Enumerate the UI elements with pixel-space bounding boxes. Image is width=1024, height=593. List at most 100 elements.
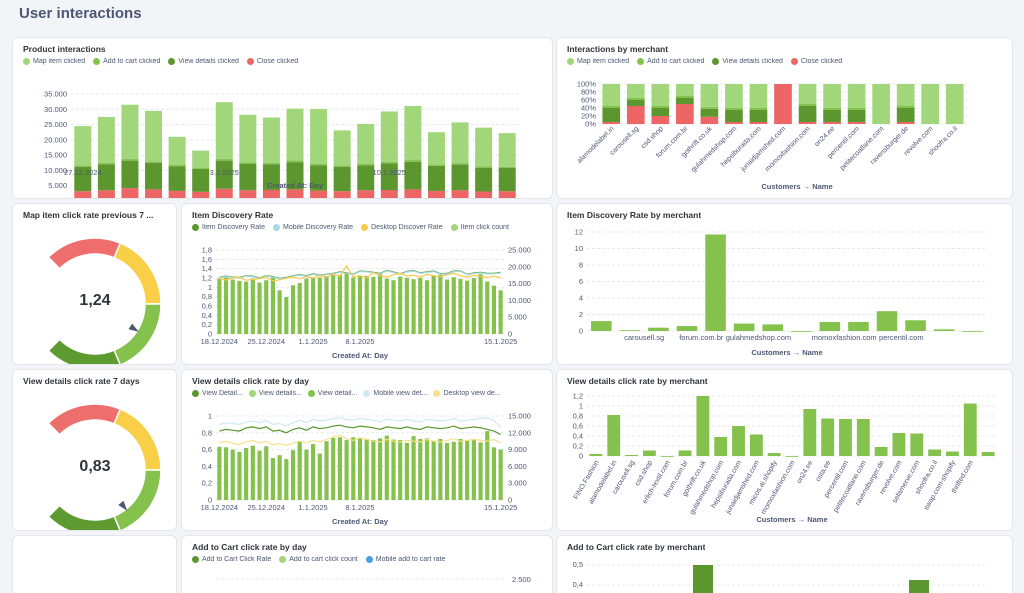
legend-item[interactable]: Add to cart clicked xyxy=(93,58,160,65)
legend-item[interactable]: Add to cart click count xyxy=(279,556,358,563)
legend-item[interactable]: Desktop Discover Rate xyxy=(361,224,443,231)
x-tick-label: gulahmedshop.com xyxy=(690,125,738,173)
legend-item[interactable]: View details clicked xyxy=(168,58,239,65)
legend-item[interactable]: Map item clicked xyxy=(567,58,629,65)
legend-item[interactable]: Close clicked xyxy=(790,58,842,65)
legend-item[interactable]: Add to Cart Click Rate xyxy=(192,556,271,563)
legend-item[interactable]: Item click count xyxy=(450,224,509,231)
bar xyxy=(963,403,977,456)
bar xyxy=(217,446,222,500)
bar xyxy=(676,326,698,331)
view-rate-by-day-chart: 0 0,2 0,4 0,6 0,8 1 0 3.000 6.000 9.000 12.000 15.0… xyxy=(201,412,531,527)
cart-rate-by-merchant-card[interactable]: Add to Cart click rate by merchant 0,5 0,… xyxy=(556,535,1013,593)
legend-item[interactable]: Map item clicked xyxy=(23,58,85,65)
stacked-bar-segment xyxy=(451,122,469,164)
product-interactions-card[interactable]: Product interactions Map item clicked Ad… xyxy=(12,37,553,199)
legend-item[interactable]: View Detail... xyxy=(192,390,243,397)
x-axis-title: Created At: Day xyxy=(332,351,389,360)
legend-item[interactable]: View details clicked xyxy=(712,58,783,65)
x-tick-label: 1.1.2025 xyxy=(299,503,328,512)
stacked-bar-segment xyxy=(262,162,280,165)
item-discovery-rate-card[interactable]: Item Discovery Rate Item Discovery Rate … xyxy=(181,203,553,365)
stacked-bar-segment xyxy=(74,126,92,166)
stacked-bar-segment xyxy=(626,100,645,106)
gauge-pointer xyxy=(118,500,128,511)
stacked-bar-segment xyxy=(310,165,328,191)
legend-label: Mobile add to cart rate xyxy=(375,556,446,563)
view-rate-by-merchant-card[interactable]: View details click rate by merchant 0 0,2… xyxy=(556,369,1013,531)
y-tick-label: 0 xyxy=(579,327,583,336)
stacked-bar-segment xyxy=(380,111,398,162)
bar xyxy=(803,409,817,456)
item-discovery-rate-chart: 00,20,40,60,811,21,41,61,805.00010.00015… xyxy=(201,246,531,361)
stacked-bar-segment xyxy=(749,122,768,124)
y-left-tick-label: 0,8 xyxy=(202,292,212,301)
bar xyxy=(678,450,692,456)
stacked-bar-segment xyxy=(357,123,375,164)
map-rate-gauge-card[interactable]: Map item click rate previous 7 ... 1,24 xyxy=(12,203,177,365)
legend-item[interactable]: Item Discovery Rate xyxy=(192,224,265,231)
stacked-bar-segment xyxy=(626,106,645,124)
bar xyxy=(491,447,497,500)
legend-item[interactable]: View detail... xyxy=(307,390,357,397)
legend-label: Close clicked xyxy=(256,58,299,65)
x-tick-label: junaidjamshed.com xyxy=(739,125,787,173)
stacked-bar-segment xyxy=(651,84,670,106)
bar xyxy=(732,426,745,456)
item-discovery-by-merchant-card[interactable]: Item Discovery Rate by merchant 0 2 4 6 8 10 1… xyxy=(556,203,1013,365)
legend-swatch xyxy=(363,390,371,397)
x-tick-label: gulahmedshop.com xyxy=(726,333,791,342)
bar xyxy=(619,330,641,331)
stacked-bar-segment xyxy=(475,127,493,167)
legend-item[interactable]: Desktop view de... xyxy=(433,390,501,397)
bar xyxy=(257,450,262,500)
view-rate-gauge-card[interactable]: View details click rate 7 days 0,83 xyxy=(12,369,177,531)
stacked-bar-segment xyxy=(451,190,469,198)
legend-item[interactable]: Mobile add to cart rate xyxy=(365,556,446,563)
view-rate-by-day-card[interactable]: View details click rate by day View Deta… xyxy=(181,369,553,531)
legend-item[interactable]: Mobile view det... xyxy=(363,390,427,397)
stacked-bar-segment xyxy=(475,191,493,198)
bar xyxy=(264,446,269,500)
y-left-tick-label: 1,6 xyxy=(202,255,212,264)
y-tick-label: 20% xyxy=(581,112,596,121)
cart-rate-by-day-card[interactable]: Add to Cart click rate by day Add to Car… xyxy=(181,535,553,593)
stacked-bar-segment xyxy=(239,163,257,191)
stacked-bar-segment xyxy=(602,122,621,124)
bar xyxy=(981,452,995,456)
legend-label: Map item clicked xyxy=(33,58,86,65)
bar xyxy=(762,324,783,331)
stacked-bar-segment xyxy=(97,164,115,191)
x-tick-label: momoxfashion.com xyxy=(760,459,796,515)
legend-item[interactable]: View details... xyxy=(248,390,302,397)
stacked-bar-segment xyxy=(286,108,304,161)
stacked-bar-segment xyxy=(168,136,186,165)
bar xyxy=(290,450,296,500)
x-tick-label: 25.12.2024 xyxy=(247,337,285,346)
legend-label: Desktop view de... xyxy=(443,390,501,397)
y-right-tick-label: 20.000 xyxy=(508,262,531,271)
y-right-tick-label: 6.000 xyxy=(508,462,527,471)
stacked-bar-segment xyxy=(798,84,817,104)
bar xyxy=(874,447,888,456)
y-tick-label: 60% xyxy=(581,96,596,105)
legend-label: Add to cart clicked xyxy=(647,58,705,65)
legend-item[interactable]: Close clicked xyxy=(246,58,299,65)
legend-item[interactable]: Add to cart clicked xyxy=(637,58,704,65)
x-tick-label: 3.1.2025 xyxy=(210,168,239,177)
legend-item[interactable]: Mobile Discovery Rate xyxy=(273,224,353,231)
stacked-bar-segment xyxy=(404,160,422,162)
legend-label: View details... xyxy=(258,390,302,397)
x-tick-label: 1.1.2025 xyxy=(299,337,328,346)
stacked-bar-segment xyxy=(847,122,866,124)
y-tick-label: 5.000 xyxy=(48,181,67,190)
interactions-by-merchant-card[interactable]: Interactions by merchant Map item clicke… xyxy=(556,37,1013,199)
stacked-bar-segment xyxy=(427,190,445,198)
gauge-pointer xyxy=(128,323,139,332)
bar xyxy=(404,442,409,500)
cart-rate-by-merchant-chart: 0,5 0,4 xyxy=(573,560,987,593)
empty-card[interactable] xyxy=(12,535,177,593)
y-tick-label: 35.000 xyxy=(44,90,67,99)
bar xyxy=(324,441,329,500)
y-left-tick-label: 1,4 xyxy=(202,264,212,273)
